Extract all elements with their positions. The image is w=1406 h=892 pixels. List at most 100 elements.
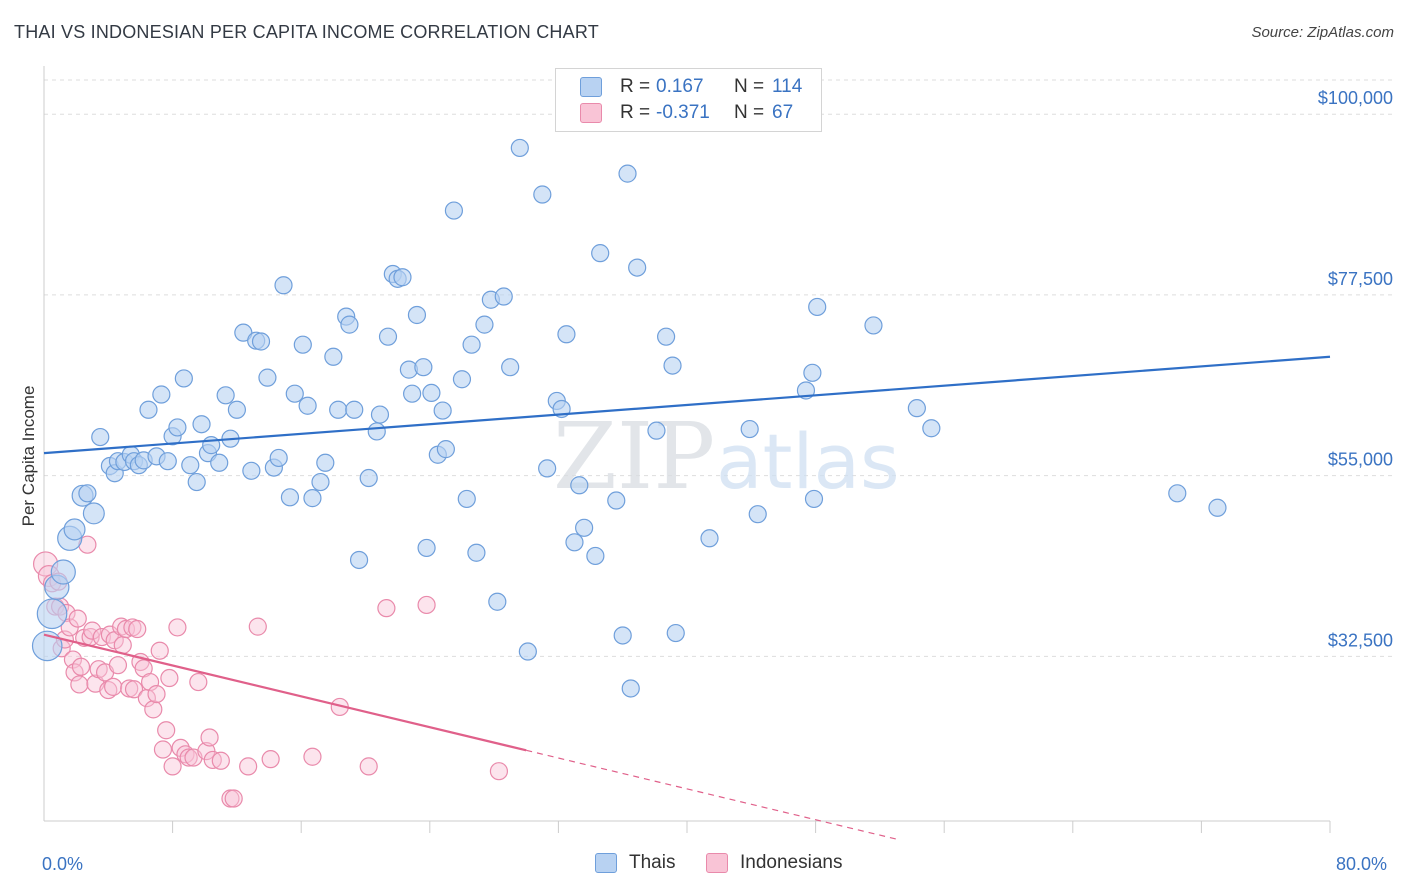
point-thais <box>1208 498 1227 517</box>
trend-lines <box>43 355 1331 840</box>
point-indonesians <box>239 757 258 776</box>
legend-row-thais: R = 0.167 N = 114 <box>580 75 812 99</box>
y-tick-labels: $32,500 $55,000 $77,500 $100,000 <box>1318 88 1393 650</box>
legend-item-indonesians[interactable]: Indonesians <box>706 852 842 874</box>
point-thais <box>488 592 507 611</box>
point-thais <box>269 448 288 468</box>
point-indonesians <box>179 748 198 767</box>
point-thais <box>570 476 589 495</box>
point-thais <box>586 546 605 566</box>
point-thais <box>210 453 229 472</box>
legend-r-label: R = <box>620 76 651 97</box>
point-thais <box>591 244 610 263</box>
point-indonesians <box>248 617 267 636</box>
point-thais <box>274 276 293 295</box>
legend-label-thais: Thais <box>629 852 676 873</box>
point-thais <box>417 538 436 558</box>
point-indonesians <box>189 672 208 692</box>
point-thais <box>407 305 427 325</box>
point-thais <box>618 164 637 183</box>
x-ticks <box>172 821 1331 833</box>
point-thais <box>414 358 433 377</box>
series-indonesians-points <box>32 535 509 808</box>
point-indonesians <box>150 641 169 660</box>
point-thais <box>31 630 63 662</box>
point-thais <box>280 488 300 507</box>
trend-line-thais <box>43 355 1331 455</box>
trend-line-indonesians <box>43 633 527 752</box>
point-thais <box>575 518 594 537</box>
legend-swatch-thais <box>595 853 617 873</box>
point-thais <box>864 316 883 335</box>
point-indonesians <box>224 789 243 808</box>
point-thais <box>444 201 464 220</box>
watermark: ZIP atlas <box>553 403 900 510</box>
series-thais-points <box>31 138 1227 698</box>
point-thais <box>700 529 719 548</box>
point-thais <box>613 626 632 645</box>
point-indonesians <box>128 619 147 639</box>
y-tick-label: $32,500 <box>1328 630 1393 650</box>
point-thais <box>378 327 398 346</box>
point-thais <box>804 489 824 509</box>
point-thais <box>422 383 441 402</box>
point-thais <box>367 422 386 441</box>
y-tick-label: $77,500 <box>1328 269 1393 289</box>
point-thais <box>607 491 626 510</box>
point-thais <box>258 368 277 387</box>
point-thais <box>36 598 68 630</box>
point-indonesians <box>163 757 182 776</box>
legend-r-value-indonesians: -0.371 <box>656 102 710 123</box>
point-thais <box>50 559 76 585</box>
point-thais <box>657 327 676 346</box>
point-indonesians <box>157 721 176 740</box>
x-tick-label-min: 0.0% <box>42 854 83 874</box>
point-indonesians <box>68 609 87 628</box>
point-thais <box>467 543 486 562</box>
point-indonesians <box>417 595 436 615</box>
point-thais <box>152 385 171 404</box>
point-thais <box>285 384 304 403</box>
legend-item-thais[interactable]: Thais <box>595 852 675 874</box>
legend-swatch-indonesians <box>706 853 728 873</box>
point-thais <box>501 358 520 377</box>
point-thais <box>187 472 206 492</box>
point-indonesians <box>303 747 322 766</box>
legend-r-value-thais: 0.167 <box>656 76 704 97</box>
point-thais <box>168 418 187 437</box>
x-tick-labels: 0.0% 80.0% <box>42 854 1387 874</box>
point-indonesians <box>153 740 173 759</box>
point-thais <box>216 386 235 405</box>
y-tick-label: $100,000 <box>1318 88 1393 108</box>
y-axis-label: Per Capita Income <box>19 386 38 527</box>
point-thais <box>345 400 364 419</box>
point-indonesians <box>211 751 230 770</box>
point-thais <box>158 452 177 471</box>
point-thais <box>324 347 343 366</box>
correlation-legend: R = 0.167 N = 114 R = -0.371 N = 67 <box>555 68 822 132</box>
y-tick-label: $55,000 <box>1328 450 1393 470</box>
point-thais <box>457 489 476 509</box>
point-indonesians <box>200 728 219 747</box>
legend-label-indonesians: Indonesians <box>740 852 843 873</box>
point-thais <box>462 335 481 354</box>
trend-line-indonesians-extension <box>526 749 897 840</box>
x-tick-label-max: 80.0% <box>1336 854 1387 874</box>
point-thais <box>82 502 105 525</box>
point-thais <box>433 401 452 420</box>
point-thais <box>340 315 359 334</box>
point-thais <box>174 369 193 388</box>
point-thais <box>808 297 827 317</box>
point-indonesians <box>108 656 128 675</box>
point-thais <box>1168 484 1187 503</box>
chart-title: THAI VS INDONESIAN PER CAPITA INCOME COR… <box>14 22 599 42</box>
point-thais <box>740 419 759 439</box>
point-thais <box>748 505 767 524</box>
point-indonesians <box>377 599 396 618</box>
point-indonesians <box>99 680 118 700</box>
point-thais <box>666 623 685 643</box>
point-thais <box>234 323 253 342</box>
point-thais <box>303 489 322 508</box>
legend-n-label: N = <box>734 102 765 123</box>
